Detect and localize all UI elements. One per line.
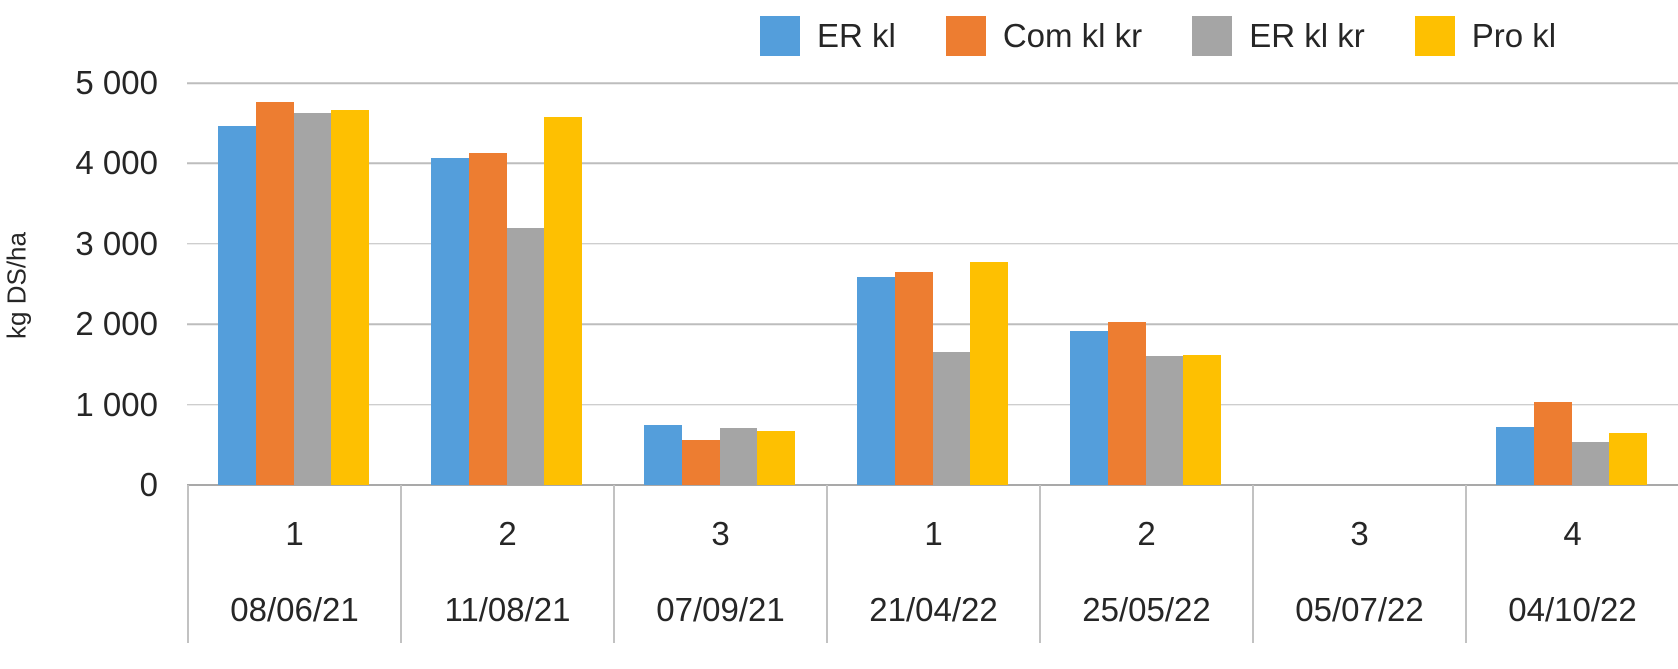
x-axis-group-3: 3 07/09/21 <box>613 485 826 643</box>
legend-item-4: Pro kl <box>1414 16 1557 56</box>
y-tick-label: 2 000 <box>75 305 158 343</box>
x-axis-cut-label: 1 <box>924 515 943 552</box>
bar-pro-kl <box>1183 354 1222 485</box>
bar-er-kl-kr <box>719 427 758 485</box>
legend-label: ER kl kr <box>1249 17 1365 54</box>
bar-group-6 <box>1252 83 1465 485</box>
gridline-0 <box>187 484 1678 486</box>
legend-label: Pro kl <box>1471 17 1557 54</box>
bar-pro-kl <box>757 431 796 485</box>
x-axis-group-6: 3 05/07/22 <box>1252 485 1465 643</box>
x-axis-cut-label: 2 <box>1137 515 1156 552</box>
x-axis-date-label: 05/07/22 <box>1295 591 1424 628</box>
bar-er-kl-kr <box>1145 355 1184 485</box>
x-axis-cut-label: 3 <box>1350 515 1369 552</box>
bar-row <box>1069 83 1222 485</box>
bar-group-3 <box>613 83 826 485</box>
bar-group-7 <box>1465 83 1678 485</box>
x-axis-group-1: 1 08/06/21 <box>187 485 400 643</box>
bar-er-kl <box>430 157 469 485</box>
x-axis-group-7: 4 04/10/22 <box>1465 485 1678 643</box>
y-tick-label: 3 000 <box>75 224 158 262</box>
bar-er-kl-kr <box>293 112 332 485</box>
legend-item-2: Com kl kr <box>945 16 1143 56</box>
x-axis-date-label: 25/05/22 <box>1082 591 1211 628</box>
y-tick-label: 4 000 <box>75 144 158 182</box>
bar-pro-kl <box>544 116 583 485</box>
x-axis-cut-label: 1 <box>285 515 304 552</box>
legend-item-3: ER kl kr <box>1192 16 1365 56</box>
bar-group-1 <box>187 83 400 485</box>
bar-com-kl-kr <box>681 439 720 485</box>
bar-group-5 <box>1039 83 1252 485</box>
bar-row <box>430 83 583 485</box>
legend-item-1: ER kl <box>760 16 896 56</box>
bar-er-kl <box>856 276 895 485</box>
legend-swatch-icon <box>945 16 986 56</box>
bar-er-kl <box>1495 427 1534 485</box>
bar-er-kl-kr <box>1571 441 1610 485</box>
x-axis-group-2: 2 11/08/21 <box>400 485 613 643</box>
gridline-4000 <box>187 162 1678 165</box>
legend-swatch-icon <box>760 16 800 56</box>
bar-row <box>1283 83 1434 485</box>
x-axis-date-label: 11/08/21 <box>444 591 571 628</box>
bar-group-4 <box>826 83 1039 485</box>
x-axis-date-label: 04/10/22 <box>1508 591 1637 628</box>
legend-swatch-icon <box>1192 16 1233 56</box>
bar-group-2 <box>400 83 613 485</box>
bar-row <box>643 83 796 485</box>
gridline-3000 <box>187 243 1678 245</box>
x-axis-date-label: 21/04/22 <box>869 591 998 628</box>
legend-label: Com kl kr <box>1002 17 1143 54</box>
plot-area <box>187 82 1678 486</box>
x-axis-group-5: 2 25/05/22 <box>1039 485 1252 643</box>
x-axis-cut-label: 3 <box>711 515 730 552</box>
y-tick-label: 5 000 <box>75 64 158 101</box>
bar-er-kl <box>1069 330 1108 485</box>
bar-er-kl <box>217 125 256 485</box>
bar-row <box>856 83 1009 485</box>
bar-com-kl-kr <box>1533 402 1572 485</box>
x-axis-date-label: 07/09/21 <box>656 591 785 628</box>
x-axis-group-4: 1 21/04/22 <box>826 485 1039 643</box>
bar-pro-kl <box>331 109 370 485</box>
x-axis: 1 08/06/21 2 11/08/21 3 07/09/21 1 21/04/22 2 25/… <box>187 485 1678 643</box>
legend: ER kl Com kl kr ER kl kr Pro kl <box>760 16 1556 56</box>
x-axis-date-label: 08/06/21 <box>230 591 359 628</box>
bar-com-kl-kr <box>468 152 507 485</box>
legend-swatch-icon <box>1414 16 1455 56</box>
x-axis-cut-label: 2 <box>498 515 517 552</box>
bar-row <box>217 83 370 485</box>
bar-er-kl-kr <box>506 227 545 485</box>
bar-com-kl-kr <box>255 102 294 485</box>
gridline-5000 <box>187 82 1678 84</box>
legend-label: ER kl <box>817 17 896 54</box>
y-tick-label: 0 <box>139 466 158 503</box>
x-axis-cut-label: 4 <box>1563 515 1582 552</box>
bar-com-kl-kr <box>1107 321 1146 485</box>
y-tick-label: 1 000 <box>75 385 158 423</box>
bar-row <box>1495 83 1648 485</box>
bar-com-kl-kr <box>894 271 933 485</box>
bar-er-kl <box>643 424 682 485</box>
bar-pro-kl <box>1609 432 1648 485</box>
bar-pro-kl <box>970 261 1009 485</box>
bar-series-container <box>187 83 1678 485</box>
bar-er-kl-kr <box>932 352 971 485</box>
